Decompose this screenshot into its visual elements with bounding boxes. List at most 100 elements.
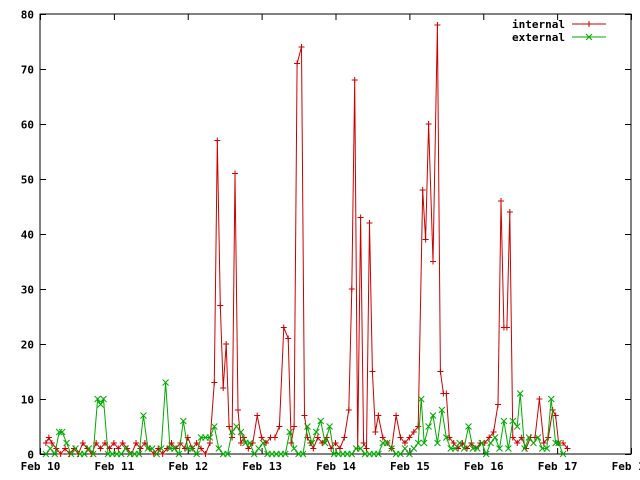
data-point-internal [115, 445, 122, 452]
data-point-internal [360, 440, 367, 446]
data-point-external [451, 445, 459, 452]
data-point-external [555, 439, 562, 447]
y-tick-label: 0 [27, 449, 34, 462]
data-point-external [500, 417, 508, 425]
data-point-internal [434, 22, 441, 28]
data-point-internal [463, 445, 470, 452]
data-point-internal [48, 440, 55, 446]
data-point-external [478, 439, 486, 447]
data-point-internal [301, 412, 308, 419]
data-point-external [250, 450, 258, 458]
legend-label-internal: internal [512, 18, 565, 31]
data-point-internal [314, 434, 321, 441]
data-point-internal [341, 434, 348, 441]
data-point-internal [62, 445, 69, 452]
data-point-external [456, 439, 463, 447]
data-point-internal [419, 187, 426, 193]
data-point-internal [497, 198, 504, 204]
data-point-internal [254, 412, 261, 419]
data-point-external [357, 445, 364, 452]
data-point-internal [42, 440, 49, 446]
data-point-external [473, 445, 481, 452]
data-point-external [388, 445, 395, 452]
data-point-internal [540, 440, 547, 446]
series-layer [42, 22, 571, 458]
data-point-internal [415, 423, 422, 430]
data-point-external [505, 445, 512, 452]
data-point-external [63, 439, 70, 447]
series-external [42, 379, 567, 458]
data-point-external [206, 434, 214, 441]
data-point-external [401, 445, 409, 452]
data-point-external [148, 445, 156, 452]
data-point-internal [422, 236, 429, 243]
data-point-external [255, 445, 263, 452]
data-point-internal [552, 412, 559, 419]
data-point-external [100, 395, 107, 403]
data-point-external [290, 445, 298, 452]
data-point-external [210, 423, 218, 430]
data-point-external [175, 450, 183, 458]
data-point-external [417, 395, 425, 403]
data-point-internal [357, 214, 364, 221]
y-tick-label: 70 [21, 64, 34, 77]
data-point-external [460, 445, 468, 452]
data-point-internal [155, 445, 162, 452]
data-point-internal [220, 385, 227, 391]
data-point-external [140, 412, 147, 419]
data-point-external [383, 439, 391, 447]
data-point-internal [375, 412, 382, 419]
data-point-internal [245, 445, 252, 452]
data-point-internal [198, 445, 205, 452]
data-point-internal [366, 220, 373, 226]
data-point-internal [372, 429, 379, 435]
data-point-external [525, 434, 533, 441]
data-point-internal [425, 121, 432, 127]
data-point-internal [348, 286, 355, 292]
data-point-internal [110, 440, 117, 446]
series-internal [42, 22, 571, 457]
data-point-external [317, 417, 325, 425]
data-point-external [42, 450, 50, 458]
data-point-external [94, 395, 101, 403]
data-point-internal [206, 440, 213, 446]
x-tick-label: Feb 12 [168, 460, 208, 473]
data-point-internal [363, 445, 370, 452]
data-point-external [438, 406, 446, 414]
data-point-internal [455, 445, 462, 452]
data-point-external [51, 450, 59, 458]
data-point-external [406, 450, 413, 458]
data-point-external [58, 428, 66, 436]
data-point-external [97, 401, 104, 408]
data-point-external [374, 450, 382, 458]
data-point-external [171, 445, 178, 452]
data-point-internal [150, 451, 157, 457]
y-tick-label: 30 [21, 284, 34, 297]
legend-label-external: external [512, 31, 565, 44]
data-point-internal [459, 440, 466, 446]
data-point-internal [45, 434, 52, 441]
data-point-internal [285, 335, 292, 342]
data-point-external [442, 434, 450, 441]
data-point-internal [159, 451, 166, 457]
data-point-external [299, 450, 307, 458]
data-point-external [224, 450, 231, 458]
data-point-internal [133, 440, 140, 446]
data-point-external [496, 445, 503, 452]
x-tick-label: Feb 14 [316, 460, 356, 473]
data-point-external [80, 450, 88, 458]
data-point-internal [223, 341, 230, 347]
data-point-external [117, 450, 125, 458]
data-point-internal [406, 434, 413, 441]
data-point-internal [193, 440, 200, 446]
data-point-internal [258, 434, 265, 441]
data-point-internal [495, 401, 502, 408]
y-tick-label: 40 [21, 229, 34, 242]
y-tick-label: 80 [21, 9, 34, 22]
data-point-internal [332, 440, 339, 446]
series-line-internal [45, 24, 568, 455]
data-point-external [233, 423, 240, 430]
data-point-internal [202, 451, 209, 457]
x-tick-label: Feb 11 [95, 460, 135, 473]
